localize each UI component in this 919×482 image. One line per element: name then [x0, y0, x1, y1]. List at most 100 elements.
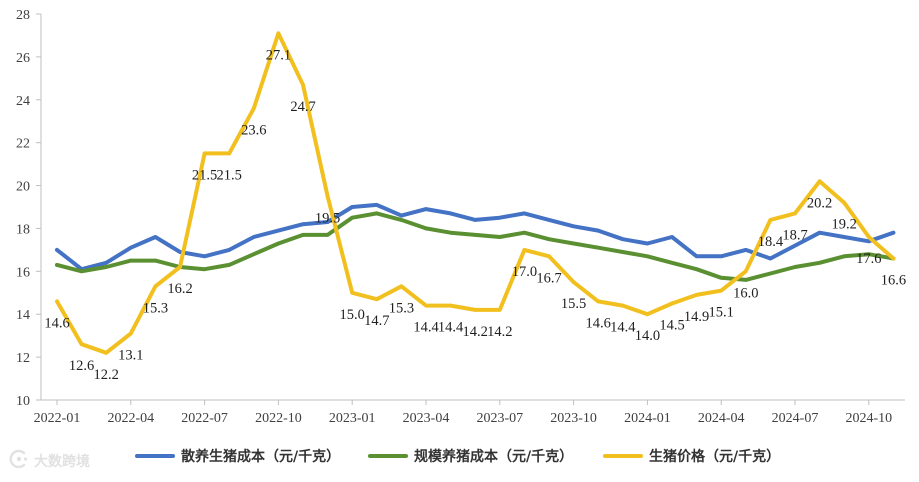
data-label: 12.6: [69, 358, 94, 374]
data-label: 21.5: [192, 167, 217, 183]
data-point: [768, 271, 773, 276]
data-label: 14.6: [586, 315, 611, 331]
data-point: [473, 218, 478, 222]
y-tick-label: 26: [16, 51, 30, 66]
data-point: [350, 205, 355, 209]
data-point: [645, 254, 650, 259]
data-point: [596, 245, 600, 250]
data-point: [375, 297, 379, 302]
data-label: 19.5: [315, 210, 340, 226]
data-point: [448, 230, 453, 235]
data-point: [867, 235, 871, 239]
x-tick-label: 2023-07: [476, 411, 523, 426]
data-point: [79, 342, 84, 347]
data-point: [571, 224, 576, 229]
data-label: 15.3: [389, 300, 414, 316]
data-point: [424, 303, 428, 308]
data-point: [596, 299, 600, 304]
data-label: 14.4: [438, 320, 464, 336]
data-point: [301, 233, 305, 237]
data-point: [891, 256, 896, 261]
data-point: [202, 151, 207, 156]
data-point: [227, 248, 231, 252]
data-point: [522, 230, 527, 235]
data-point: [79, 269, 84, 274]
data-point: [793, 265, 797, 269]
data-point: [129, 245, 133, 250]
data-label: 14.9: [684, 309, 709, 325]
data-point: [276, 241, 281, 246]
y-tick-label: 18: [16, 222, 30, 237]
data-point: [842, 254, 846, 259]
data-point: [768, 218, 773, 222]
data-point: [399, 284, 404, 289]
y-tick-label: 24: [16, 94, 30, 109]
watermark-text: 大数跨境: [34, 454, 90, 470]
data-point: [129, 331, 133, 336]
data-point: [498, 308, 502, 312]
data-point: [252, 252, 256, 256]
y-tick-label: 14: [16, 308, 30, 323]
data-point: [276, 228, 281, 233]
series-2: [55, 31, 896, 355]
data-label: 17.6: [856, 251, 881, 267]
data-point: [424, 226, 428, 231]
data-label: 15.3: [143, 300, 168, 316]
data-label: 21.5: [217, 167, 242, 183]
data-point: [104, 265, 108, 269]
data-point: [793, 243, 797, 248]
x-tick-label: 2022-04: [107, 411, 154, 426]
data-label: 14.6: [44, 315, 69, 331]
data-label: 14.5: [659, 318, 684, 334]
x-tick-label: 2023-04: [403, 411, 450, 426]
data-point: [670, 261, 674, 265]
data-point: [867, 252, 871, 256]
data-point: [842, 235, 846, 239]
data-point: [55, 248, 59, 252]
data-point: [547, 254, 551, 259]
data-point: [621, 303, 625, 308]
data-label: 13.1: [118, 348, 143, 364]
data-point: [694, 267, 699, 272]
data-point: [694, 293, 699, 297]
data-label: 23.6: [241, 122, 266, 138]
data-point: [178, 265, 182, 269]
data-point: [547, 218, 551, 222]
x-tick-label: 2024-04: [698, 411, 745, 426]
data-point: [768, 256, 773, 261]
y-tick-label: 20: [16, 180, 30, 195]
data-label: 16.7: [536, 270, 561, 286]
data-label: 16.0: [733, 285, 758, 301]
data-point: [424, 207, 428, 211]
y-tick-label: 16: [16, 265, 30, 280]
data-point: [399, 218, 404, 222]
data-point: [448, 211, 453, 216]
data-labels: 14.6 12.612.2 13.1 15.3 16.2 21.5 21.5 23.6 27.1…: [44, 47, 906, 382]
data-label: 14.4: [610, 320, 636, 336]
data-point: [744, 278, 748, 282]
data-label: 14.2: [487, 324, 512, 340]
x-tick-label: 2024-10: [845, 411, 892, 426]
x-tick-label: 2024-07: [772, 411, 819, 426]
data-point: [55, 263, 59, 267]
data-point: [522, 211, 527, 216]
data-point: [350, 291, 355, 295]
data-point: [719, 288, 723, 293]
data-point: [817, 261, 822, 265]
data-point: [252, 235, 256, 239]
data-point: [645, 241, 650, 246]
data-label: 19.2: [832, 217, 857, 233]
data-point: [350, 215, 355, 220]
x-tick-label: 2022-07: [181, 411, 228, 426]
data-label: 17.0: [512, 264, 537, 280]
data-point: [252, 106, 256, 111]
data-point: [153, 235, 158, 239]
x-tick-label: 2022-01: [34, 411, 81, 426]
data-label: 14.2: [463, 324, 488, 340]
data-label: 14.7: [364, 313, 389, 329]
data-point: [325, 233, 330, 237]
data-label: 15.5: [561, 296, 586, 312]
data-point: [227, 151, 231, 156]
data-point: [744, 269, 748, 274]
